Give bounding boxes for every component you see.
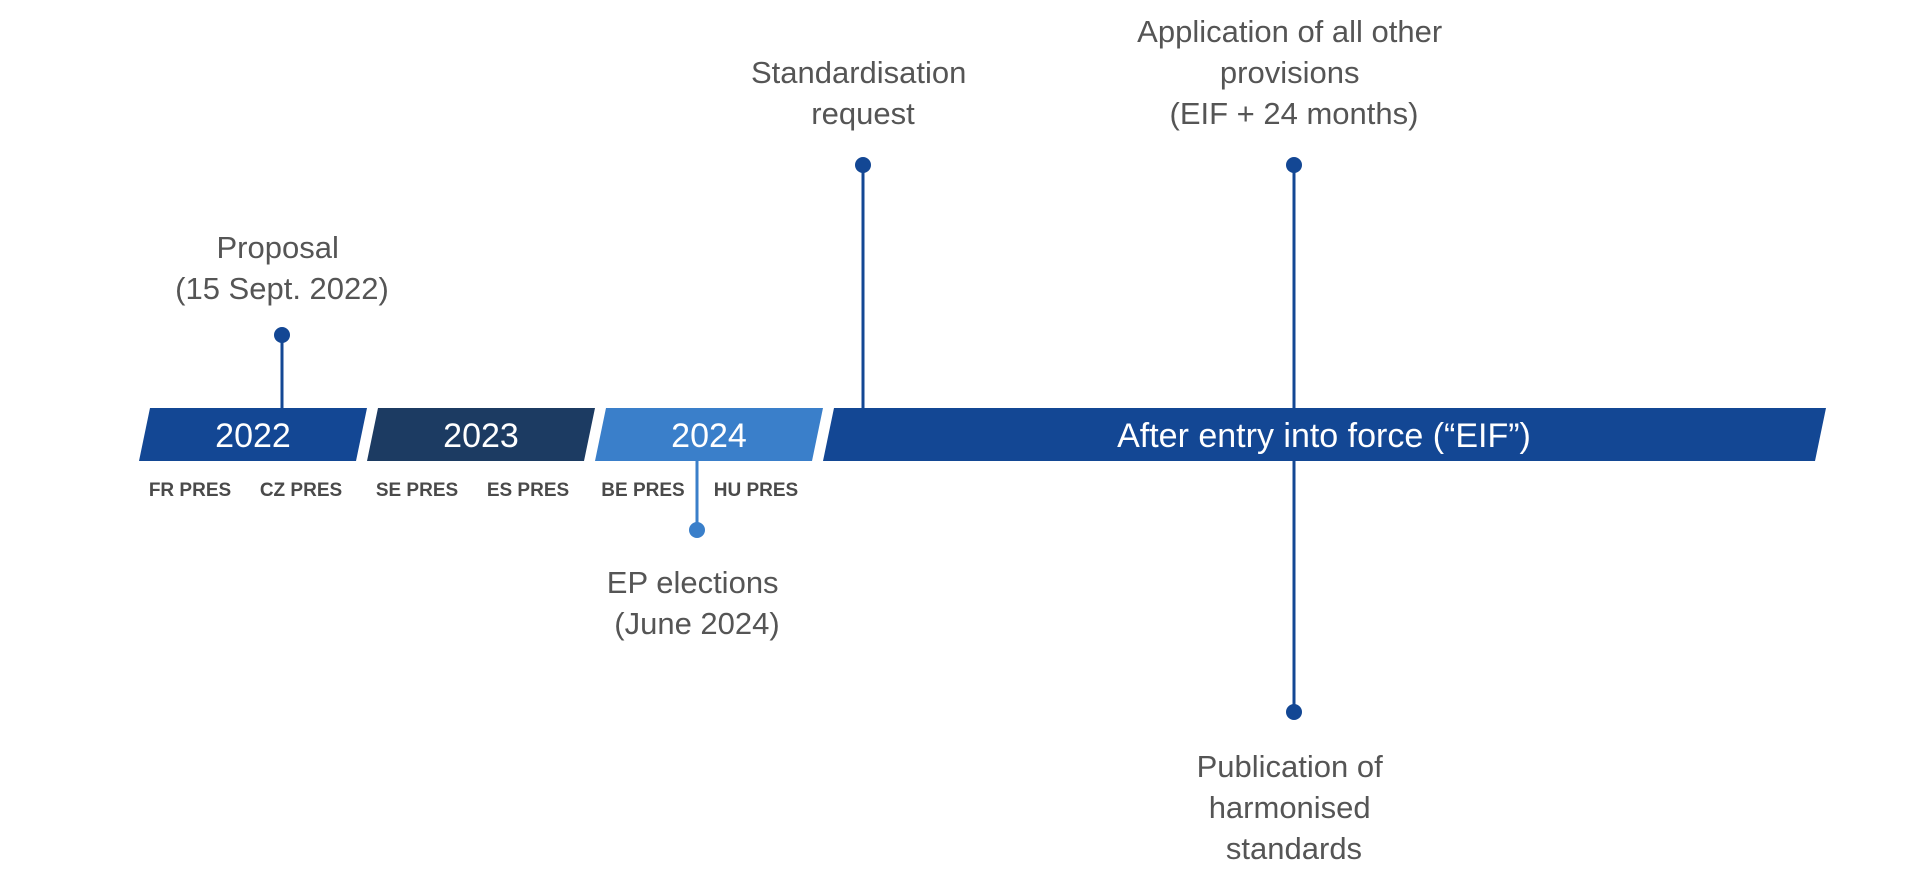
dot-application (1286, 157, 1302, 173)
segment-label-2023: 2023 (443, 417, 519, 455)
pres-label-se: SE PRES (376, 480, 458, 501)
milestone-dots (274, 157, 1302, 720)
label-application-line-2: provisions (1220, 55, 1360, 90)
label-application: Application of all other provisions (EIF… (1137, 14, 1451, 131)
label-publication-line-2: harmonised (1209, 790, 1371, 825)
label-proposal: Proposal (15 Sept. 2022) (175, 230, 389, 306)
label-proposal-line-2: (15 Sept. 2022) (175, 271, 389, 306)
pres-label-cz: CZ PRES (260, 480, 342, 501)
label-application-line-1: Application of all other (1137, 14, 1442, 49)
label-standardisation-line-1: Standardisation (751, 55, 966, 90)
segment-2022 (139, 408, 367, 461)
segment-label-2024: 2024 (671, 417, 747, 455)
dot-proposal (274, 327, 290, 343)
label-publication-line-3: standards (1226, 831, 1362, 866)
label-application-line-3: (EIF + 24 months) (1170, 96, 1419, 131)
segment-label-after-eif: After entry into force (“EIF”) (1117, 417, 1531, 455)
label-standardisation-line-2: request (811, 96, 915, 131)
segment-label-2022: 2022 (215, 417, 291, 455)
presidency-labels: FR PRES CZ PRES SE PRES ES PRES BE PRES … (149, 480, 798, 501)
milestone-labels: Proposal (15 Sept. 2022) Standardisation… (175, 14, 1451, 866)
dot-standardisation (855, 157, 871, 173)
pres-label-be: BE PRES (601, 480, 684, 501)
label-publication: Publication of harmonised standards (1197, 749, 1392, 866)
dot-publication (1286, 704, 1302, 720)
pres-label-fr: FR PRES (149, 480, 231, 501)
timeline-bars: 2022 2023 2024 After entry into force (“… (139, 408, 1826, 461)
segment-after-eif (823, 408, 1826, 461)
label-proposal-line-1: Proposal (217, 230, 339, 265)
pres-label-es: ES PRES (487, 480, 569, 501)
label-publication-line-1: Publication of (1197, 749, 1384, 784)
label-ep-elections-line-2: (June 2024) (614, 606, 779, 641)
pres-label-hu: HU PRES (714, 480, 798, 501)
segment-2023 (367, 408, 595, 461)
label-standardisation: Standardisation request (751, 55, 975, 131)
segment-2024 (595, 408, 823, 461)
dot-ep-elections (689, 522, 705, 538)
label-ep-elections: EP elections (June 2024) (607, 565, 787, 641)
label-ep-elections-line-1: EP elections (607, 565, 779, 600)
